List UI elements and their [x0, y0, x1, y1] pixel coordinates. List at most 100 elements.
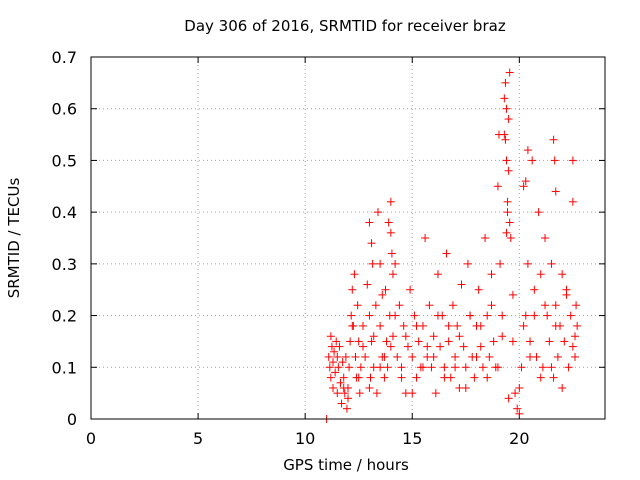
- data-point: [553, 352, 562, 361]
- data-point: [350, 270, 359, 279]
- data-point: [519, 182, 528, 191]
- data-point: [474, 285, 483, 294]
- data-point: [337, 399, 346, 408]
- data-point: [391, 311, 400, 320]
- data-point: [564, 363, 573, 372]
- x-axis-label: GPS time / hours: [283, 456, 409, 474]
- data-point: [429, 332, 438, 341]
- data-point: [551, 301, 560, 310]
- data-point: [345, 363, 354, 372]
- data-point: [421, 234, 430, 242]
- y-tick-label: 0: [67, 410, 77, 429]
- data-point: [391, 259, 400, 268]
- data-points: [322, 68, 582, 423]
- data-point: [455, 332, 464, 341]
- data-point: [354, 337, 363, 346]
- data-point: [519, 321, 528, 330]
- data-point: [339, 383, 348, 392]
- x-tick-label: 15: [402, 429, 422, 448]
- data-point: [502, 156, 511, 165]
- data-point: [526, 337, 535, 346]
- data-point: [536, 270, 545, 279]
- data-point: [541, 234, 550, 242]
- data-point: [363, 280, 372, 289]
- data-point: [365, 218, 374, 227]
- x-tick-label: 10: [295, 429, 315, 448]
- data-point: [508, 290, 517, 299]
- data-point: [560, 337, 569, 346]
- data-point: [461, 363, 470, 372]
- data-point: [568, 342, 577, 351]
- data-point: [451, 363, 460, 372]
- chart-title: Day 306 of 2016, SRMTID for receiver bra…: [184, 17, 506, 35]
- data-point: [338, 358, 347, 367]
- data-point: [376, 259, 385, 268]
- data-point: [336, 378, 345, 387]
- data-point: [545, 337, 554, 346]
- data-point: [463, 259, 472, 268]
- data-point: [470, 373, 479, 382]
- data-point: [388, 332, 397, 341]
- data-point: [412, 373, 421, 382]
- tick-labels: 0 5 10 15 20 0 0.1 0.2 0.3 0.4 0.5 0.6 0.7: [52, 48, 530, 448]
- data-point: [549, 373, 558, 382]
- data-point: [358, 342, 367, 351]
- data-point: [530, 285, 539, 294]
- data-point: [442, 249, 451, 258]
- data-point: [330, 347, 339, 356]
- data-point: [341, 352, 350, 361]
- data-point: [476, 321, 485, 330]
- data-point: [444, 321, 453, 330]
- data-point: [549, 135, 558, 144]
- data-point: [523, 146, 532, 155]
- data-point: [543, 311, 552, 320]
- data-point: [386, 228, 395, 237]
- data-point: [504, 166, 513, 175]
- data-point: [334, 363, 343, 372]
- data-point: [433, 311, 442, 320]
- data-point: [506, 234, 515, 242]
- data-point: [566, 311, 575, 320]
- data-point: [541, 301, 550, 310]
- data-point: [332, 337, 341, 346]
- data-point: [342, 404, 351, 413]
- data-point: [361, 352, 370, 361]
- data-point: [448, 301, 457, 310]
- data-point: [348, 321, 357, 330]
- data-point: [324, 352, 333, 361]
- data-point: [513, 404, 522, 413]
- data-point: [410, 311, 419, 320]
- data-point: [384, 218, 393, 227]
- data-point: [521, 311, 530, 320]
- data-point: [333, 352, 342, 361]
- data-point: [571, 332, 580, 341]
- data-point: [373, 208, 382, 217]
- data-point: [346, 337, 355, 346]
- data-point: [395, 301, 404, 310]
- data-point: [369, 332, 378, 341]
- data-point: [397, 363, 406, 372]
- data-point: [429, 352, 438, 361]
- data-point: [335, 342, 344, 351]
- data-point: [365, 311, 374, 320]
- data-point: [551, 187, 560, 196]
- data-point: [517, 363, 526, 372]
- data-point: [572, 301, 581, 310]
- data-point: [366, 373, 375, 382]
- data-point: [399, 321, 408, 330]
- data-point: [515, 409, 524, 418]
- y-tick-label: 0.2: [52, 307, 77, 326]
- data-point: [408, 389, 417, 398]
- data-point: [386, 342, 395, 351]
- data-point: [547, 259, 556, 268]
- data-point: [365, 383, 374, 392]
- data-point: [356, 363, 365, 372]
- data-point: [478, 363, 487, 372]
- data-point: [414, 337, 423, 346]
- data-point: [393, 352, 402, 361]
- data-point: [476, 342, 485, 351]
- data-point: [496, 259, 505, 268]
- data-point: [530, 311, 539, 320]
- data-point: [558, 383, 567, 392]
